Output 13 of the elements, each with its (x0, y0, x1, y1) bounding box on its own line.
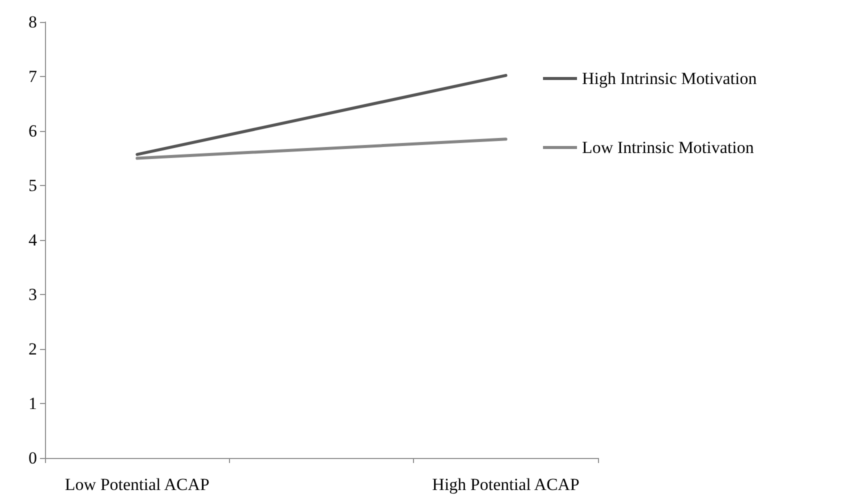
y-tick-label: 3 (28, 285, 37, 304)
legend-label: Low Intrinsic Motivation (582, 138, 754, 157)
legend-label: High Intrinsic Motivation (582, 69, 758, 88)
y-tick-label: 1 (28, 394, 37, 413)
y-tick-label: 0 (28, 448, 37, 468)
x-tick-label: Low Potential ACAP (64, 475, 210, 494)
x-tick-label: High Potential ACAP (432, 475, 580, 494)
y-tick-label: 7 (28, 67, 38, 86)
y-tick-label: 8 (28, 12, 37, 32)
y-tick-label: 4 (28, 230, 38, 250)
y-tick-label: 5 (28, 176, 37, 195)
y-tick-label: 2 (28, 340, 37, 358)
y-tick-label: 6 (28, 122, 37, 140)
